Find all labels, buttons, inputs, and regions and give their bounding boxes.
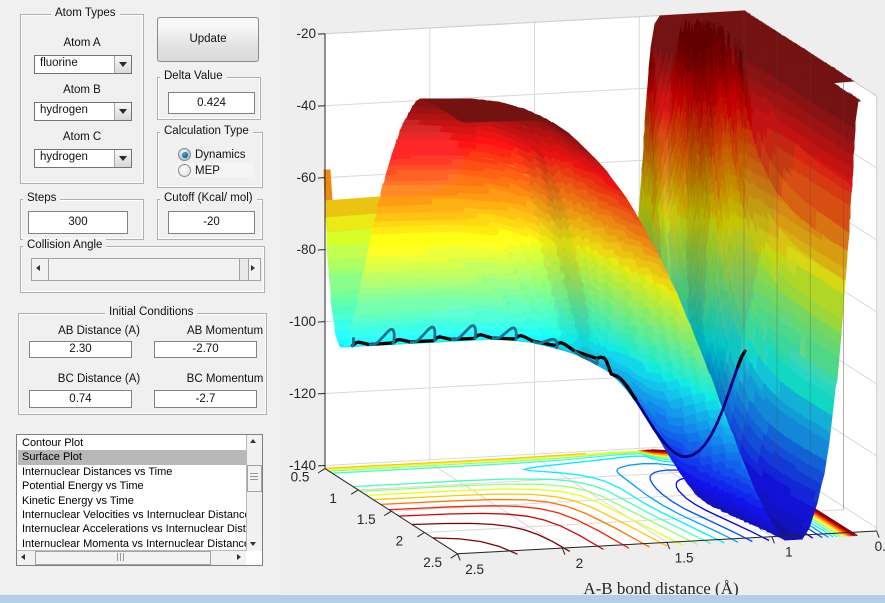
svg-text:0.5: 0.5 xyxy=(291,470,310,485)
svg-text:-140: -140 xyxy=(289,458,316,473)
svg-text:2: 2 xyxy=(396,534,404,549)
svg-text:-80: -80 xyxy=(296,242,316,257)
svg-text:1.5: 1.5 xyxy=(357,512,376,527)
svg-text:2.5: 2.5 xyxy=(423,555,442,570)
svg-text:2: 2 xyxy=(576,556,584,571)
svg-text:2.5: 2.5 xyxy=(465,562,484,577)
svg-text:-100: -100 xyxy=(289,314,316,329)
svg-text:-20: -20 xyxy=(296,26,316,41)
svg-text:1.5: 1.5 xyxy=(675,550,694,565)
svg-text:-40: -40 xyxy=(296,98,316,113)
svg-text:1: 1 xyxy=(785,545,793,560)
svg-text:A-B bond distance (Å): A-B bond distance (Å) xyxy=(583,579,738,598)
svg-text:1: 1 xyxy=(329,491,337,506)
svg-text:0.5: 0.5 xyxy=(875,539,885,554)
svg-text:-120: -120 xyxy=(289,386,316,401)
svg-text:-60: -60 xyxy=(296,170,316,185)
